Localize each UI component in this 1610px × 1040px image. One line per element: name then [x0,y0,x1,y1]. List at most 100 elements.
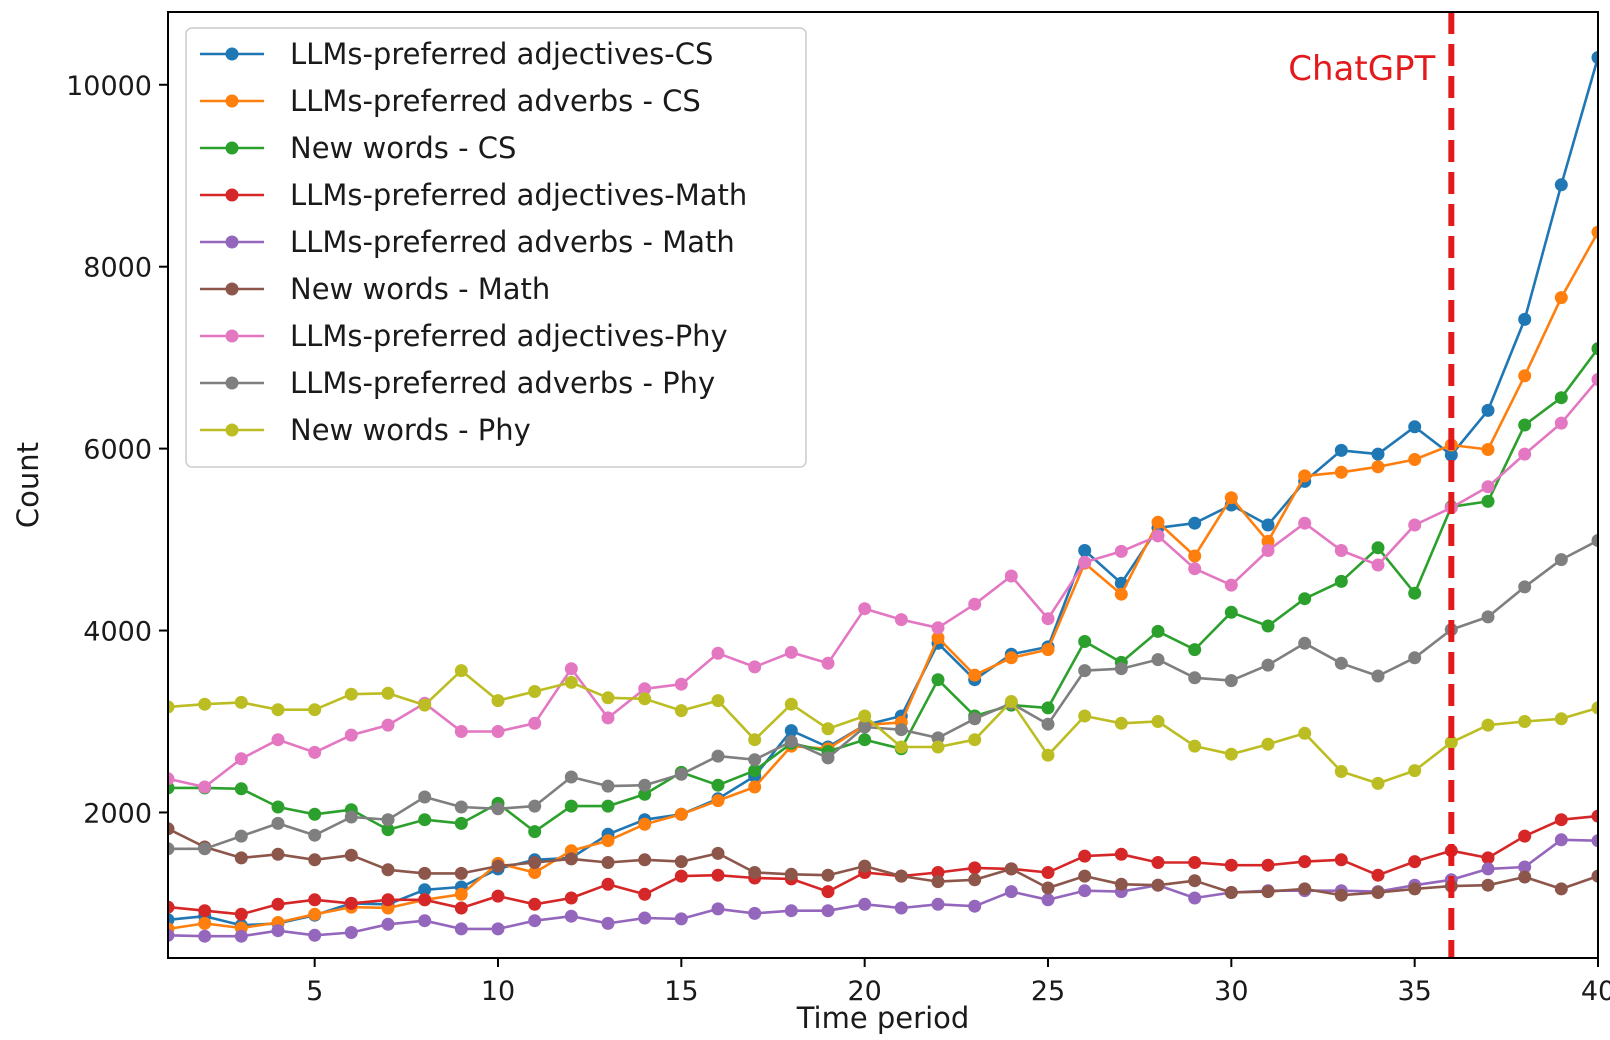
legend-entry: LLMs-preferred adjectives-CS [200,37,713,71]
data-point [711,846,725,860]
data-point [491,725,505,738]
data-point [381,917,395,931]
data-point [1151,529,1165,543]
data-point [931,731,945,745]
data-point [784,724,798,738]
legend-entry: New words - Math [200,272,550,306]
data-point [1224,578,1238,592]
data-point [1518,418,1532,432]
series-6 [168,822,1598,902]
data-point [674,855,688,869]
data-point [1334,544,1348,557]
series-line [168,378,1598,789]
x-tick-label: 10 [481,976,515,1007]
data-point [1114,662,1128,676]
data-point [1481,862,1495,876]
data-point [1554,833,1568,847]
data-point [1261,619,1275,633]
data-point [1114,544,1128,558]
data-point [344,926,358,939]
data-point [1554,391,1568,405]
data-point [1078,884,1092,898]
data-point [381,718,395,732]
data-point [601,779,615,793]
data-point [1408,518,1422,532]
y-tick-label: 10000 [66,71,152,102]
data-point [234,929,248,943]
data-point [711,868,725,882]
data-point [711,902,725,916]
legend-entry: New words - CS [200,131,516,165]
data-point [1591,809,1598,823]
data-point [454,664,468,678]
x-tick-label: 25 [1031,976,1065,1007]
data-point [168,700,175,714]
data-point [1151,624,1165,638]
data-point [528,866,542,879]
data-point [638,787,652,801]
data-point [1334,443,1348,457]
data-point [1188,856,1202,869]
series-line [168,669,1598,785]
data-point [821,722,835,736]
data-point [931,875,945,889]
data-point [931,673,945,687]
data-point [1518,580,1532,594]
data-point [234,851,248,865]
data-point [894,723,908,737]
data-point [1408,855,1422,869]
data-point [748,753,762,767]
data-point [1591,51,1598,64]
legend-marker [225,329,239,343]
legend-entry: LLMs-preferred adverbs - Math [200,225,735,259]
data-point [674,677,688,691]
x-tick-label: 5 [306,976,323,1007]
data-point [271,897,285,911]
data-point [968,873,982,887]
data-point [1481,851,1495,865]
data-point [454,800,468,814]
x-tick-label: 35 [1397,976,1431,1007]
data-point [1041,893,1055,907]
data-point [381,823,395,837]
data-point [1041,612,1055,626]
data-point [344,728,358,742]
data-point [454,866,468,880]
data-point [528,685,542,698]
data-point [1151,653,1165,667]
data-point [1078,555,1092,569]
data-point [968,733,982,747]
data-point [1591,869,1598,883]
data-point [968,861,982,875]
x-axis-ticks: 5 10 15 20 25 30 35 40 [306,958,1610,1007]
data-point [674,704,688,718]
data-point [638,682,652,696]
data-point [674,869,688,883]
data-point [1481,403,1495,417]
data-point [1554,553,1568,567]
data-point [784,735,798,748]
data-point [1078,635,1092,648]
data-point [1114,877,1128,891]
data-point [674,767,688,781]
data-point [1371,558,1385,572]
data-point [1408,651,1422,665]
data-point [1554,813,1568,827]
data-point [234,752,248,766]
y-tick-label: 4000 [83,617,152,648]
data-point [1004,695,1018,708]
y-axis-label: Count [11,442,45,528]
data-point [1298,882,1312,896]
data-point [1554,416,1568,430]
data-point [674,912,688,926]
data-point [1518,860,1532,874]
data-point [1261,885,1275,899]
plot-frame [167,11,1599,959]
y-tick-label: 6000 [83,435,152,466]
data-point [271,733,285,747]
data-point [858,733,872,747]
data-point [1188,643,1202,657]
data-point [1298,855,1312,869]
data-point [1298,516,1312,530]
